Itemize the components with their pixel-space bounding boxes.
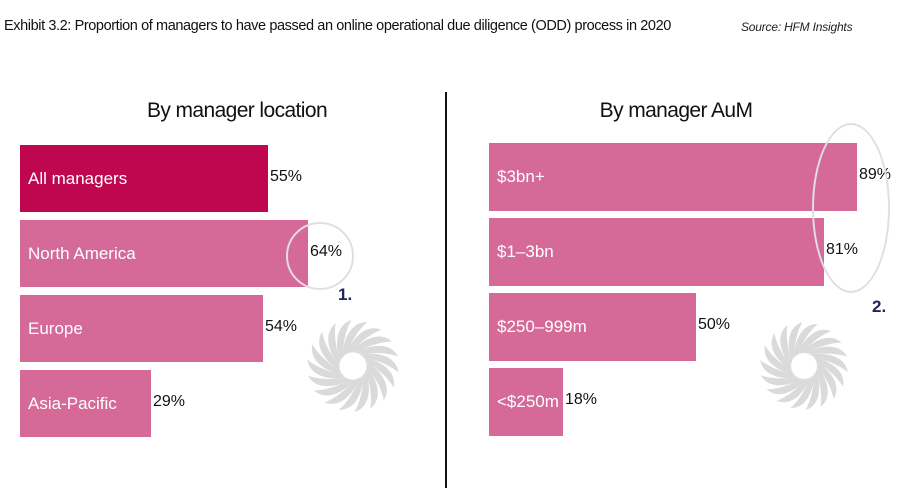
bar-aum-2: $250–999m xyxy=(489,293,696,361)
highlight-ring-2 xyxy=(812,123,890,293)
source-note: Source: HFM Insights xyxy=(741,20,853,34)
bar-value-label: 55% xyxy=(270,168,303,185)
panel-title-location: By manager location xyxy=(146,99,328,122)
bar-category-label: <$250m xyxy=(497,392,559,411)
bar-value-label: 18% xyxy=(565,391,598,408)
bar-location-3: Asia-Pacific xyxy=(20,370,151,437)
marker-1: 1. xyxy=(338,285,353,304)
bar-category-label: Asia-Pacific xyxy=(28,393,117,413)
highlight-ring-1 xyxy=(286,222,354,290)
bar-category-label: $250–999m xyxy=(497,317,587,336)
swirl-logo-icon xyxy=(760,321,848,411)
bar-value-label: 50% xyxy=(698,316,731,333)
swirl-logo-icon xyxy=(307,319,399,413)
bar-location-0: All managers xyxy=(20,145,268,212)
bar-value-label: 54% xyxy=(265,318,298,335)
bar-category-label: All managers xyxy=(28,168,128,188)
bar-value-label: 29% xyxy=(153,393,186,410)
bar-location-2: Europe xyxy=(20,295,263,362)
panel-divider xyxy=(445,92,447,488)
panel-title-aum: By manager AuM xyxy=(599,99,753,122)
bar-aum-0: $3bn+ xyxy=(489,143,857,211)
bar-location-1: North America xyxy=(20,220,308,287)
bar-category-label: $3bn+ xyxy=(497,167,545,186)
bar-category-label: North America xyxy=(28,243,136,263)
marker-2: 2. xyxy=(872,297,887,316)
bar-aum-1: $1–3bn xyxy=(489,218,824,286)
bar-aum-3: <$250m xyxy=(489,368,563,436)
exhibit-title: Exhibit 3.2: Proportion of managers to h… xyxy=(4,18,671,34)
bar-category-label: $1–3bn xyxy=(497,242,554,261)
bar-category-label: Europe xyxy=(28,318,83,338)
